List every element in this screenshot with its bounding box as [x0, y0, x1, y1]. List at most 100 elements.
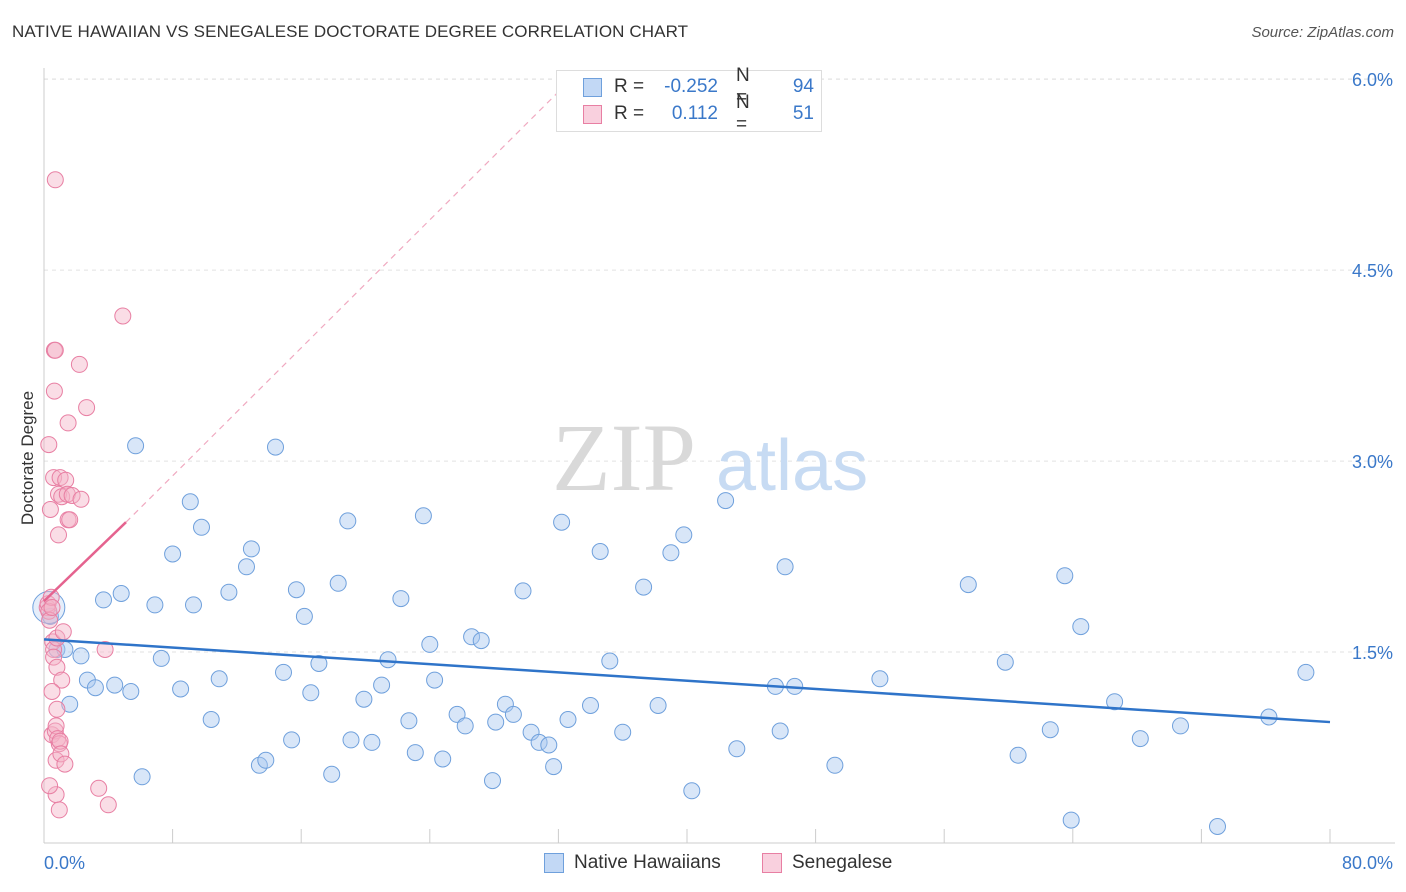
legend-r-value: -0.252	[664, 76, 718, 97]
point-native-hawaiian	[717, 492, 735, 510]
point-native-hawaiian	[487, 713, 505, 731]
point-native-hawaiian	[996, 653, 1014, 671]
point-native-hawaiian	[220, 583, 238, 601]
point-native-hawaiian	[133, 768, 151, 786]
y-tick-label: 6.0%	[1352, 70, 1393, 90]
y-tick-label: 4.5%	[1352, 261, 1393, 281]
point-native-hawaiian	[339, 512, 357, 530]
bottom-legend-swatch-blue	[544, 853, 564, 873]
point-native-hawaiian	[379, 651, 397, 669]
point-senegalese	[99, 796, 117, 814]
point-native-hawaiian	[146, 596, 164, 614]
point-native-hawaiian	[295, 607, 313, 625]
point-senegalese	[56, 755, 74, 773]
point-native-hawaiian	[112, 585, 130, 602]
point-native-hawaiian	[826, 756, 844, 774]
point-native-hawaiian	[86, 679, 104, 697]
watermark-zip: ZIP	[552, 404, 696, 511]
legend-n-label: N =	[736, 65, 750, 108]
legend-r-value: 0.112	[671, 103, 718, 124]
point-native-hawaiian	[181, 493, 199, 511]
bottom-legend-label: Native Hawaiians	[574, 852, 721, 873]
point-senegalese	[54, 623, 72, 641]
point-native-hawaiian	[1209, 818, 1226, 835]
point-senegalese	[43, 683, 61, 700]
bottom-legend-swatch-pink	[762, 853, 782, 873]
axes	[43, 68, 1395, 844]
point-senegalese	[50, 526, 67, 544]
legend-n-value: 51	[792, 103, 814, 124]
legend-r-label: R =	[614, 76, 645, 97]
point-native-hawaiian	[342, 731, 360, 749]
point-senegalese	[78, 399, 96, 417]
point-native-hawaiian	[959, 576, 977, 594]
point-native-hawaiian	[72, 647, 90, 665]
point-senegalese	[96, 641, 114, 658]
point-senegalese	[46, 341, 64, 359]
point-native-hawaiian	[1297, 663, 1315, 681]
point-native-hawaiian	[514, 582, 532, 600]
point-native-hawaiian	[373, 676, 391, 694]
legend-r-label: R =	[614, 103, 645, 124]
legend-n-value: 94	[792, 76, 814, 97]
point-senegalese	[90, 779, 108, 797]
source-label: Source: ZipAtlas.com	[1251, 24, 1394, 41]
x-tick-label-max: 80.0%	[1342, 853, 1393, 873]
bottom-legend-label: Senegalese	[792, 852, 893, 873]
point-native-hawaiian	[582, 697, 599, 714]
point-native-hawaiian	[683, 782, 701, 800]
y-axis-label: Doctorate Degree	[18, 391, 37, 525]
point-native-hawaiian	[1131, 730, 1149, 748]
point-native-hawaiian	[559, 711, 577, 728]
point-senegalese	[48, 658, 66, 676]
bottom-legend-native-hawaiians: Native Hawaiians	[544, 852, 721, 874]
point-native-hawaiian	[152, 649, 170, 667]
point-native-hawaiian	[287, 581, 305, 599]
point-native-hawaiian	[553, 513, 571, 531]
point-native-hawaiian	[484, 772, 501, 790]
point-native-hawaiian	[302, 684, 320, 702]
trendlines	[43, 91, 1331, 724]
point-senegalese	[43, 599, 61, 616]
legend-row-native-hawaiians: R = -0.252 N = 94	[557, 65, 814, 108]
point-senegalese	[53, 671, 71, 689]
point-native-hawaiian	[414, 507, 432, 525]
trendline-senegalese	[43, 521, 127, 603]
point-native-hawaiian	[635, 578, 653, 596]
point-native-hawaiian	[210, 670, 228, 688]
point-native-hawaiian	[363, 733, 381, 751]
point-native-hawaiian	[323, 765, 341, 783]
point-native-hawaiian	[472, 632, 490, 650]
point-senegalese	[50, 801, 68, 819]
bottom-legend-senegalese: Senegalese	[762, 852, 892, 874]
point-native-hawaiian	[406, 744, 424, 762]
point-native-hawaiian	[95, 591, 112, 609]
point-native-hawaiian	[283, 731, 301, 749]
point-senegalese	[52, 745, 70, 763]
point-native-hawaiian	[545, 758, 563, 776]
point-native-hawaiian	[1062, 811, 1080, 829]
point-senegalese	[63, 487, 81, 504]
point-native-hawaiian	[310, 655, 328, 672]
point-native-hawaiian	[202, 711, 220, 728]
point-native-hawaiian	[355, 690, 373, 708]
point-native-hawaiian	[172, 680, 190, 698]
chart-title: NATIVE HAWAIIAN VS SENEGALESE DOCTORATE …	[12, 22, 689, 41]
point-senegalese	[51, 732, 69, 750]
point-native-hawaiian	[614, 723, 632, 741]
point-native-hawaiian	[122, 683, 140, 700]
watermark-atlas: atlas	[716, 426, 868, 506]
point-native-hawaiian	[1172, 717, 1189, 735]
point-senegalese	[48, 629, 66, 647]
y-tick-label: 1.5%	[1352, 643, 1393, 663]
point-senegalese	[114, 307, 132, 325]
point-senegalese	[57, 471, 75, 489]
point-native-hawaiian	[193, 518, 210, 536]
point-native-hawaiian	[448, 705, 466, 723]
point-native-hawaiian	[662, 544, 680, 562]
point-native-hawaiian	[329, 574, 347, 592]
point-native-hawaiian	[434, 750, 452, 768]
point-native-hawaiian	[530, 733, 548, 751]
point-native-hawaiian	[871, 670, 889, 688]
point-native-hawaiian	[504, 705, 522, 723]
